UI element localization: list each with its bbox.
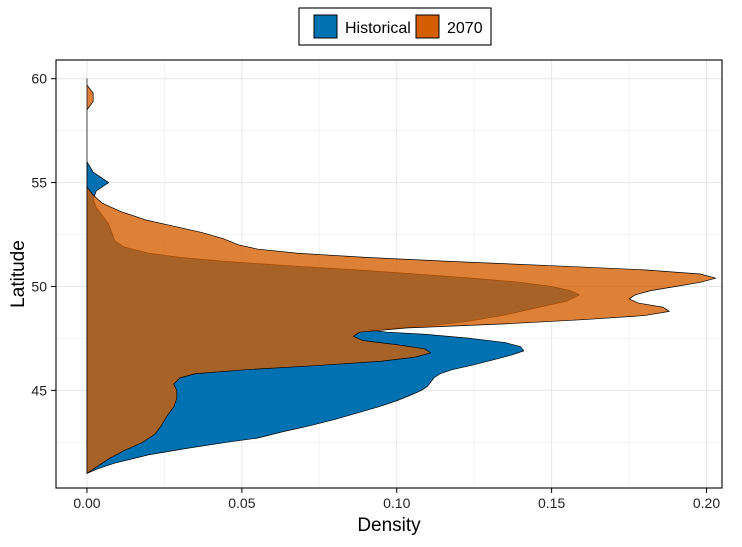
x-tick-label: 0.05 (228, 495, 255, 511)
x-tick-label: 0.00 (73, 495, 100, 511)
y-tick-label: 45 (31, 382, 47, 398)
legend-swatch (415, 14, 440, 39)
x-tick-label: 0.20 (693, 495, 720, 511)
y-tick-label: 60 (31, 71, 47, 87)
legend-swatch (313, 14, 338, 39)
x-tick-label: 0.15 (538, 495, 565, 511)
y-axis: 45 50 55 60 (31, 71, 56, 398)
legend: Historical 2070 (298, 7, 492, 46)
density-area-2070 (86, 78, 717, 474)
legend-label: Historical (345, 20, 411, 37)
y-tick-label: 50 (31, 278, 47, 294)
x-tick-label: 0.10 (383, 495, 410, 511)
y-axis-label: Latitude (8, 240, 29, 308)
y-tick-label: 55 (31, 175, 47, 191)
panel-border (55, 59, 723, 489)
x-axis-label: Density (357, 515, 421, 536)
x-axis: 0.00 0.05 0.10 0.15 0.20 (73, 488, 720, 511)
density-series (86, 78, 717, 474)
legend-label: 2070 (447, 20, 483, 37)
